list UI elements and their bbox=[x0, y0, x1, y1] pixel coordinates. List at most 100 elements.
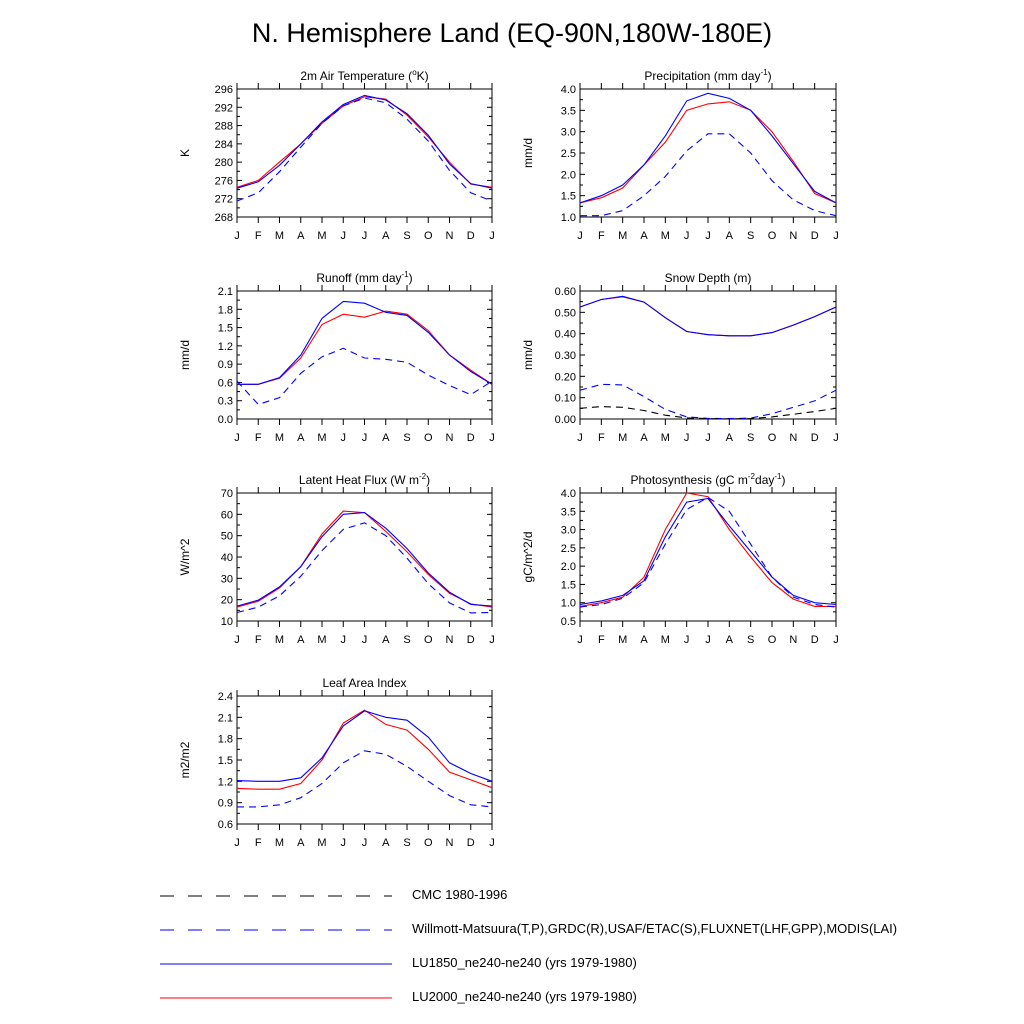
series-line-willmott-matsuura-t-p-grdc-r-usaf-etac-s bbox=[580, 133, 837, 217]
panel-snow-depth-m: Snow Depth (m) mm/d 0.60 0.50 0.40 0.30 0.20 0.… bbox=[521, 271, 839, 444]
y-axis-label: m2/m2 bbox=[178, 741, 192, 778]
y-tick-label: 1.0 bbox=[561, 598, 576, 610]
series-line-lu2000-ne240-ne240-yrs-1979-1980 bbox=[579, 296, 837, 337]
panel-title: Leaf Area Index bbox=[322, 676, 406, 690]
x-tick-label: J bbox=[833, 634, 839, 646]
x-tick-label: S bbox=[747, 230, 754, 242]
x-tick-label: J bbox=[833, 230, 839, 242]
x-tick-label: N bbox=[446, 634, 454, 646]
x-tick-label: M bbox=[275, 230, 284, 242]
y-tick-label: 1.0 bbox=[561, 212, 576, 224]
x-tick-label: M bbox=[618, 230, 627, 242]
y-tick-label: 1.8 bbox=[218, 734, 233, 746]
x-tick-label: N bbox=[446, 837, 454, 849]
series-line-lu2000-ne240-ne240-yrs-1979-1980 bbox=[579, 492, 836, 607]
series-line-cmc-1980-1996 bbox=[579, 406, 837, 420]
y-tick-label: 2.5 bbox=[561, 543, 576, 555]
plot-frame bbox=[236, 290, 493, 420]
x-tick-label: J bbox=[362, 634, 368, 646]
x-tick-label: M bbox=[317, 634, 326, 646]
y-tick-label: 272 bbox=[215, 194, 233, 206]
y-tick-label: 50 bbox=[221, 531, 233, 543]
x-tick-label: J bbox=[362, 432, 368, 444]
panel-title: Precipitation (mm day-1) bbox=[644, 68, 771, 83]
y-tick-label: 2.0 bbox=[561, 169, 576, 181]
x-tick-label: F bbox=[255, 634, 262, 646]
y-tick-label: 0.00 bbox=[555, 414, 576, 426]
y-tick-label: 1.5 bbox=[561, 191, 576, 203]
x-tick-label: J bbox=[577, 634, 583, 646]
x-tick-label: M bbox=[661, 432, 670, 444]
series-line-willmott-matsuura-t-p-grdc-r-usaf-etac-s bbox=[236, 347, 493, 406]
x-tick-label: J bbox=[684, 634, 690, 646]
series-line-lu2000-ne240-ne240-yrs-1979-1980 bbox=[579, 101, 837, 204]
y-axis-label: W/m^2 bbox=[178, 538, 192, 575]
x-tick-label: A bbox=[297, 837, 305, 849]
y-tick-label: 1.5 bbox=[218, 755, 233, 767]
x-tick-label: O bbox=[424, 432, 433, 444]
x-tick-label: J bbox=[234, 634, 240, 646]
x-tick-label: M bbox=[317, 837, 326, 849]
panel-precipitation-mm-day-1: Precipitation (mm day-1) mm/d 4.0 3.5 3.0 2.5… bbox=[521, 68, 839, 242]
x-tick-label: J bbox=[341, 634, 347, 646]
series-line-lu1850-ne240-ne240-yrs-1979-1980 bbox=[579, 92, 837, 204]
x-tick-label: F bbox=[255, 230, 262, 242]
x-tick-label: J bbox=[341, 230, 347, 242]
series-line-willmott-matsuura-t-p-grdc-r-usaf-etac-s bbox=[237, 750, 493, 808]
panel-title: Runoff (mm day-1) bbox=[316, 270, 412, 285]
x-tick-label: M bbox=[317, 432, 326, 444]
panels-canvas: 2m Air Temperature (oK) K 296 292 288 284 280 2… bbox=[178, 68, 839, 849]
y-axis-label: gC/m^2/d bbox=[521, 532, 535, 583]
y-tick-label: 4.0 bbox=[561, 488, 576, 500]
y-tick-label: 2.1 bbox=[218, 712, 233, 724]
legend-item: Willmott-Matsuura(T,P),GRDC(R),USAF/ETAC… bbox=[160, 920, 980, 940]
y-tick-label: 288 bbox=[215, 121, 233, 133]
series-line-lu2000-ne240-ne240-yrs-1979-1980 bbox=[236, 709, 493, 790]
x-tick-label: D bbox=[467, 634, 475, 646]
x-tick-label: J bbox=[577, 432, 583, 444]
y-tick-label: 4.0 bbox=[561, 84, 576, 96]
y-tick-label: 2.5 bbox=[561, 148, 576, 160]
x-tick-label: J bbox=[489, 837, 495, 849]
x-tick-label: J bbox=[341, 432, 347, 444]
series-line-willmott-matsuura-t-p-grdc-r-usaf-etac-s bbox=[236, 522, 493, 614]
x-tick-label: N bbox=[789, 230, 797, 242]
x-tick-label: D bbox=[467, 230, 475, 242]
panel-title: Latent Heat Flux (W m-2) bbox=[299, 472, 430, 487]
y-tick-label: 0.60 bbox=[555, 286, 576, 298]
x-tick-label: M bbox=[275, 432, 284, 444]
y-axis-label: mm/d bbox=[521, 340, 535, 370]
x-tick-label: S bbox=[403, 432, 410, 444]
series-line-lu1850-ne240-ne240-yrs-1979-1980 bbox=[236, 710, 493, 782]
legend-item: CMC 1980-1996 bbox=[160, 886, 980, 906]
series-line-lu2000-ne240-ne240-yrs-1979-1980 bbox=[236, 96, 493, 188]
series-line-lu2000-ne240-ne240-yrs-1979-1980 bbox=[236, 510, 493, 608]
panel-title: Snow Depth (m) bbox=[665, 271, 752, 285]
panel-photosynthesis-gc-m-2day-1: Photosynthesis (gC m-2day-1) gC/m^2/d 4.0 3… bbox=[521, 472, 839, 646]
x-tick-label: S bbox=[403, 837, 410, 849]
y-tick-label: 0.3 bbox=[218, 396, 233, 408]
y-tick-label: 10 bbox=[221, 616, 233, 628]
x-tick-label: J bbox=[705, 230, 711, 242]
x-tick-label: J bbox=[341, 837, 347, 849]
x-tick-label: F bbox=[598, 432, 605, 444]
y-tick-label: 3.0 bbox=[561, 127, 576, 139]
y-tick-label: 2.1 bbox=[218, 286, 233, 298]
x-tick-label: A bbox=[382, 634, 390, 646]
x-tick-label: F bbox=[598, 634, 605, 646]
y-tick-label: 0.5 bbox=[561, 616, 576, 628]
y-axis-label: K bbox=[178, 149, 192, 157]
x-tick-label: M bbox=[317, 230, 326, 242]
x-tick-label: S bbox=[403, 230, 410, 242]
legend-item: LU1850_ne240-ne240 (yrs 1979-1980) bbox=[160, 954, 980, 974]
legend-label: CMC 1980-1996 bbox=[412, 887, 508, 902]
y-axis-label: mm/d bbox=[521, 138, 535, 168]
x-tick-label: O bbox=[768, 432, 777, 444]
y-tick-label: 1.5 bbox=[561, 579, 576, 591]
y-tick-label: 3.5 bbox=[561, 105, 576, 117]
plot-frame bbox=[579, 290, 837, 420]
y-tick-label: 30 bbox=[221, 573, 233, 585]
x-tick-label: S bbox=[403, 634, 410, 646]
y-tick-label: 2.0 bbox=[561, 561, 576, 573]
x-tick-label: J bbox=[234, 432, 240, 444]
